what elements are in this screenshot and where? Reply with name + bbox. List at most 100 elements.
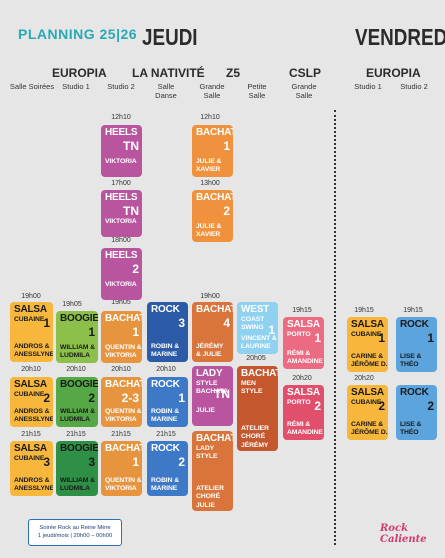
teacher-line: ATELIER (241, 425, 269, 432)
class-name: BACHATA (241, 368, 278, 379)
class-level: 1 (268, 323, 275, 337)
teacher-line: MARINE (151, 351, 178, 358)
room-label: Grande Salle (291, 82, 317, 100)
class-level: 1 (378, 331, 385, 345)
teacher-line: ANDROS & (14, 343, 50, 350)
time-label: 17h00 (111, 180, 131, 187)
class-card: BOOGIE 1 WILLIAM & LUDMILA (56, 311, 98, 363)
class-style: STYLE (196, 380, 218, 387)
teacher-line: WILLIAM & (60, 344, 95, 351)
class-level: 2 (223, 204, 230, 218)
class-style: STYLE (196, 453, 218, 460)
class-level: 2 (314, 399, 321, 413)
teacher-line: VIKTORIA (105, 218, 137, 225)
class-level: 1 (223, 139, 230, 153)
time-label: 21h15 (66, 431, 86, 438)
teacher-line: LUDMILA (60, 352, 90, 359)
class-level: TN (214, 387, 230, 401)
time-label: 20h10 (156, 366, 176, 373)
teacher-line: RÉMI & (287, 421, 311, 428)
class-name: ROCK (151, 443, 180, 454)
class-style: BACHATA (196, 388, 228, 395)
teacher-line: AMANDINE (287, 429, 323, 436)
class-style: PORTO (287, 399, 311, 406)
teacher-line: WILLIAM & (60, 408, 95, 415)
class-style: CUBAINE (351, 331, 382, 338)
teacher-line: ANESSLYNE (14, 416, 53, 423)
class-name: BACHATA (105, 313, 142, 324)
venue-europia-vendredi: EUROPIA (366, 66, 421, 80)
class-level: 2 (178, 455, 185, 469)
class-card: WEST COAST SWING 1 VINCENT & LAURINE (237, 302, 278, 354)
time-label: 19h05 (62, 301, 82, 308)
class-level: 1 (88, 325, 95, 339)
class-card: SALSA CUBAINE 2 ANDROS & ANESSLYNE (10, 377, 53, 427)
class-level: 3 (43, 455, 50, 469)
teacher-line: ANESSLYNE (14, 351, 53, 358)
class-card: SALSA CUBAINE 3 ANDROS & ANESSLYNE (10, 441, 53, 496)
class-card: SALSA PORTO 2 RÉMI & AMANDINE (283, 385, 324, 440)
class-name: SALSA (351, 387, 384, 398)
teacher-line: JÉRÔME D. (351, 429, 388, 436)
class-card: BACHATA1 QUENTIN &VIKTORIA (101, 441, 142, 496)
class-name: BACHATA (196, 433, 233, 444)
class-level: 1 (427, 331, 434, 345)
class-card: SALSA PORTO 1 RÉMI & AMANDINE (283, 317, 324, 369)
time-label: 19h15 (354, 307, 374, 314)
class-name: BOOGIE (60, 379, 98, 390)
class-style: PORTO (287, 331, 311, 338)
time-label: 19h05 (111, 299, 131, 306)
teacher-line: MARINE (151, 416, 178, 423)
teacher-line: JULIE & (196, 158, 222, 165)
rock-caliente-logo: Rock Caliente (380, 523, 427, 545)
time-label: 19h00 (200, 293, 220, 300)
class-style: STYLE (241, 388, 263, 395)
venue-europia: EUROPIA (52, 66, 107, 80)
time-label: 12h10 (111, 114, 131, 121)
time-label: 20h20 (354, 375, 374, 382)
time-label: 13h00 (200, 180, 220, 187)
class-level: 2-3 (121, 391, 139, 405)
teacher-line: RÉMI & (287, 350, 311, 357)
class-level: 4 (223, 316, 230, 330)
class-level: 1 (178, 391, 185, 405)
class-name: ROCK (151, 379, 180, 390)
venue-z5: Z5 (226, 66, 241, 80)
teacher-line: CHORÉ (241, 433, 266, 440)
class-level: 2 (88, 391, 95, 405)
class-name: SALSA (14, 304, 47, 315)
teacher-line: WILLIAM & (60, 477, 95, 484)
class-card: BOOGIE 2 WILLIAM & LUDMILA (56, 377, 98, 427)
teacher-line: THÉO (400, 361, 419, 368)
class-card: ROCK 2 ROBIN & MARINE (147, 441, 188, 496)
class-style: LADY (196, 445, 215, 452)
time-label: 21h15 (111, 431, 131, 438)
teacher-line: ANESSLYNE (14, 485, 53, 492)
teacher-line: ROBIN & (151, 343, 179, 350)
time-label: 20h10 (111, 366, 131, 373)
class-style: CUBAINE (351, 399, 382, 406)
class-level: 2 (43, 391, 50, 405)
teacher-line: JÉRÉMY (196, 343, 224, 350)
class-card: HEELS 2 VIKTORIA (101, 248, 142, 300)
class-name: LADY (196, 368, 223, 379)
teacher-line: LUDMILA (60, 485, 90, 492)
class-name: BACHATA (196, 192, 233, 203)
time-label: 20h10 (66, 366, 86, 373)
note-line: Soirée Rock au Reine Mère (39, 525, 111, 531)
teacher-line: JULIE & (196, 223, 222, 230)
class-name: ROCK (400, 319, 429, 330)
room-label: Salle Soirées (9, 82, 55, 91)
room-label: Studio 2 (107, 82, 135, 91)
teacher-line: ANDROS & (14, 408, 50, 415)
teacher-line: XAVIER (196, 231, 221, 238)
class-name: BACHATA (105, 379, 142, 390)
teacher-line: CHORÉ (196, 493, 221, 500)
teacher-line: CARINE & (351, 421, 384, 428)
class-card: ROCK 1 ROBIN & MARINE (147, 377, 188, 427)
teacher-line: AMANDINE (287, 358, 323, 365)
time-label: 20h10 (21, 366, 41, 373)
class-level: TN (123, 204, 139, 218)
room-label: Salle Danse (155, 82, 177, 100)
day-jeudi: JEUDI (142, 24, 198, 50)
